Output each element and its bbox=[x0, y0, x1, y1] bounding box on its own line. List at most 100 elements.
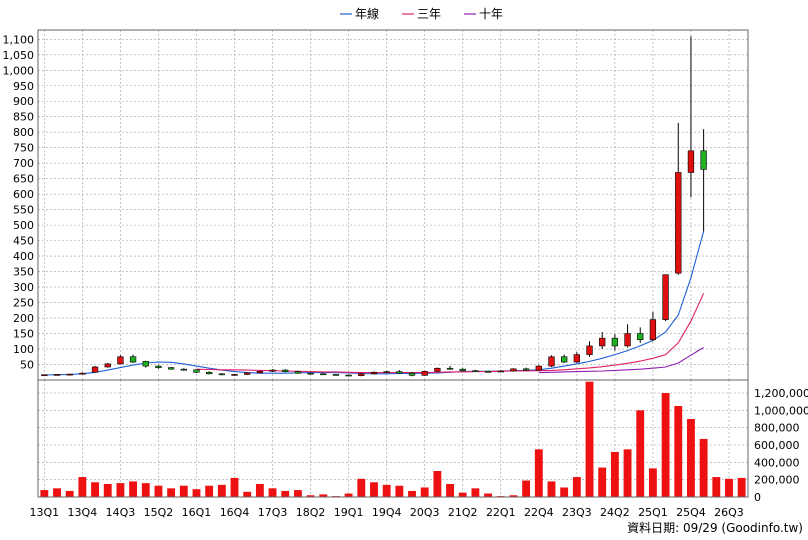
volume-bar bbox=[293, 490, 302, 497]
volume-bar bbox=[91, 482, 99, 497]
volume-tick-label: 600,000 bbox=[754, 439, 800, 452]
volume-bars bbox=[40, 381, 746, 497]
price-tick-label: 900 bbox=[13, 95, 34, 108]
volume-bar bbox=[522, 480, 531, 497]
candlesticks bbox=[41, 36, 707, 377]
candle-body bbox=[370, 371, 378, 375]
candle-body bbox=[561, 356, 568, 363]
candle-body bbox=[206, 371, 213, 375]
volume-bar bbox=[116, 483, 125, 497]
candle-body bbox=[573, 354, 580, 363]
candle-body bbox=[129, 356, 137, 363]
candle-body bbox=[142, 361, 149, 367]
candle-body bbox=[408, 372, 416, 376]
volume-bar bbox=[712, 477, 721, 497]
x-tick-label: 18Q2 bbox=[296, 506, 326, 519]
price-tick-label: 50 bbox=[20, 359, 34, 372]
volume-bar bbox=[230, 477, 239, 497]
candle-body bbox=[218, 373, 225, 376]
candle-body bbox=[421, 371, 428, 376]
candle-body bbox=[117, 356, 124, 365]
candle-body bbox=[662, 274, 669, 320]
volume-tick-label: 800,000 bbox=[754, 422, 800, 435]
volume-bar bbox=[243, 491, 252, 497]
volume-bar bbox=[357, 478, 366, 497]
price-tick-label: 950 bbox=[13, 80, 34, 93]
volume-bar bbox=[534, 449, 543, 497]
price-tick-label: 800 bbox=[13, 126, 34, 139]
volume-bar bbox=[179, 485, 188, 497]
x-tick-label: 22Q1 bbox=[486, 506, 516, 519]
price-tick-label: 600 bbox=[13, 188, 34, 201]
plot-frames bbox=[37, 29, 749, 498]
volume-bar bbox=[154, 485, 163, 497]
price-y-axis: 50 100 150 200 250 300 350 400 450 500 550 600 650 70… bbox=[3, 33, 35, 371]
candle-body bbox=[269, 369, 276, 372]
candle-body bbox=[231, 374, 238, 376]
price-tick-label: 350 bbox=[13, 266, 34, 279]
volume-bar bbox=[192, 489, 201, 497]
price-tick-label: 850 bbox=[13, 111, 34, 124]
volume-bar bbox=[306, 495, 315, 497]
x-tick-label: 17Q3 bbox=[258, 506, 288, 519]
ma-line bbox=[44, 231, 705, 376]
x-tick-label: 14Q3 bbox=[106, 506, 136, 519]
legend-label: 十年 bbox=[479, 7, 503, 21]
price-tick-label: 1,050 bbox=[3, 49, 35, 62]
volume-bar bbox=[217, 484, 226, 497]
volume-bar bbox=[547, 481, 556, 497]
candle-body bbox=[611, 337, 619, 347]
candle-body bbox=[79, 372, 86, 375]
volume-bar bbox=[344, 493, 353, 497]
volume-bar bbox=[610, 451, 619, 497]
candle-body bbox=[41, 374, 48, 377]
price-tick-label: 100 bbox=[13, 343, 34, 356]
candle-body bbox=[244, 372, 251, 375]
volume-bar bbox=[509, 495, 518, 497]
ma-line bbox=[538, 347, 704, 374]
candle-body bbox=[522, 368, 530, 371]
moving-average-lines bbox=[44, 231, 705, 376]
volume-bar bbox=[53, 488, 61, 497]
volume-tick-label: 400,000 bbox=[754, 456, 800, 469]
volume-y-axis: 0 200,000 400,000 600,000 800,000 1,000,000 1,… bbox=[754, 387, 808, 504]
x-tick-label: 24Q2 bbox=[600, 506, 630, 519]
volume-bar bbox=[141, 483, 150, 497]
candle-body bbox=[282, 369, 289, 372]
x-tick-label: 19Q4 bbox=[372, 506, 402, 519]
price-plot-frame bbox=[37, 29, 749, 381]
candle-body bbox=[700, 150, 707, 170]
x-tick-label: 13Q1 bbox=[30, 506, 60, 519]
candle-body bbox=[599, 337, 606, 347]
candle-body bbox=[256, 371, 264, 374]
candle-body bbox=[53, 374, 61, 376]
legend: 年線 三年 十年 bbox=[340, 6, 503, 21]
x-axis: 13Q1 13Q4 14Q3 15Q2 16Q1 16Q4 17Q3 18Q2 19Q1 19Q4… bbox=[30, 506, 744, 519]
candle-body bbox=[510, 368, 517, 372]
candle-body bbox=[193, 369, 200, 373]
volume-bar bbox=[268, 488, 277, 497]
volume-bar bbox=[129, 481, 138, 497]
candle-body bbox=[396, 371, 403, 374]
x-tick-label: 20Q3 bbox=[410, 506, 440, 519]
candle-body bbox=[167, 367, 175, 370]
volume-bar bbox=[560, 487, 569, 497]
volume-plot-frame bbox=[37, 379, 749, 498]
candle-body bbox=[180, 368, 187, 371]
candle-body bbox=[459, 368, 466, 372]
volume-bar bbox=[319, 494, 328, 497]
legend-label: 三年 bbox=[417, 7, 441, 21]
volume-bar bbox=[433, 471, 442, 497]
candle-body bbox=[66, 373, 73, 376]
candle-body bbox=[307, 372, 314, 375]
volume-bar bbox=[103, 484, 112, 497]
candle-body bbox=[484, 371, 492, 373]
price-tick-label: 500 bbox=[13, 219, 34, 232]
x-tick-label: 25Q4 bbox=[676, 506, 706, 519]
footer-date: 資料日期: 09/29 (Goodinfo.tw) bbox=[627, 521, 803, 535]
volume-bar bbox=[370, 482, 378, 497]
price-tick-label: 700 bbox=[13, 157, 34, 170]
x-tick-label: 21Q2 bbox=[448, 506, 478, 519]
candle-body bbox=[687, 150, 695, 173]
